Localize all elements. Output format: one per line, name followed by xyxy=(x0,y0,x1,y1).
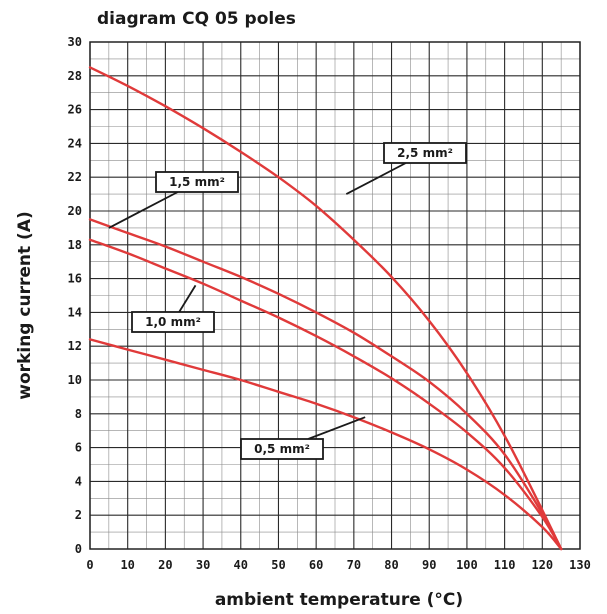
y-axis-label: working current (A) xyxy=(15,211,35,399)
callout-leader-0 xyxy=(345,162,407,195)
x-tick-label: 60 xyxy=(309,558,323,572)
callout-box-3 xyxy=(240,438,324,460)
callout-leader-1 xyxy=(108,191,179,229)
x-tick-label: 70 xyxy=(347,558,361,572)
x-tick-label: 50 xyxy=(271,558,285,572)
callout-leader-3 xyxy=(307,416,366,440)
x-tick-label: 120 xyxy=(531,558,553,572)
series-label-1: 1,5 mm² xyxy=(169,175,225,189)
y-tick-label: 26 xyxy=(68,103,82,117)
x-tick-label: 110 xyxy=(494,558,516,572)
x-tick-label: 10 xyxy=(120,558,134,572)
series-lines xyxy=(88,66,563,551)
plot-frame xyxy=(89,41,581,550)
series-line-1 xyxy=(88,218,563,551)
x-tick-label: 30 xyxy=(196,558,210,572)
y-tick-label: 6 xyxy=(75,441,82,455)
y-tick-label: 24 xyxy=(68,136,82,150)
series-line-2 xyxy=(88,238,563,551)
series-line-0 xyxy=(88,66,563,551)
y-tick-label: 14 xyxy=(68,305,82,319)
y-tick-label: 10 xyxy=(68,373,82,387)
callout-box-1 xyxy=(155,171,239,193)
callout-leader-2 xyxy=(178,284,197,313)
x-tick-label: 20 xyxy=(158,558,172,572)
y-tick-label: 28 xyxy=(68,69,82,83)
x-tick-label: 90 xyxy=(422,558,436,572)
y-tick-label: 22 xyxy=(68,170,82,184)
y-tick-label: 16 xyxy=(68,272,82,286)
x-tick-label: 40 xyxy=(234,558,248,572)
x-tick-labels: 0 10 20 30 40 50 60 70 80 90 100 110 120 130 xyxy=(86,558,590,572)
series-label-0: 2,5 mm² xyxy=(397,146,453,160)
x-tick-label: 80 xyxy=(384,558,398,572)
x-tick-label: 130 xyxy=(569,558,591,572)
x-tick-label: 0 xyxy=(86,558,93,572)
y-tick-label: 4 xyxy=(75,474,82,488)
y-tick-label: 2 xyxy=(75,508,82,522)
series-callouts: 2,5 mm² 1,5 mm² 1,0 mm² 0,5 mm² xyxy=(108,142,467,460)
y-tick-label: 0 xyxy=(75,542,82,556)
y-tick-label: 18 xyxy=(68,238,82,252)
series-label-2: 1,0 mm² xyxy=(145,315,201,329)
y-tick-label: 8 xyxy=(75,407,82,421)
x-axis-label: ambient temperature (°C) xyxy=(215,590,463,610)
y-tick-label: 12 xyxy=(68,339,82,353)
callout-box-2 xyxy=(131,311,215,333)
callout-box-0 xyxy=(383,142,467,164)
y-tick-label: 30 xyxy=(68,35,82,49)
minor-grid xyxy=(90,42,580,549)
y-tick-label: 20 xyxy=(68,204,82,218)
x-tick-label: 100 xyxy=(456,558,478,572)
series-line-3 xyxy=(88,338,563,551)
chart-title: diagram CQ 05 poles xyxy=(97,9,296,29)
series-label-3: 0,5 mm² xyxy=(254,442,310,456)
